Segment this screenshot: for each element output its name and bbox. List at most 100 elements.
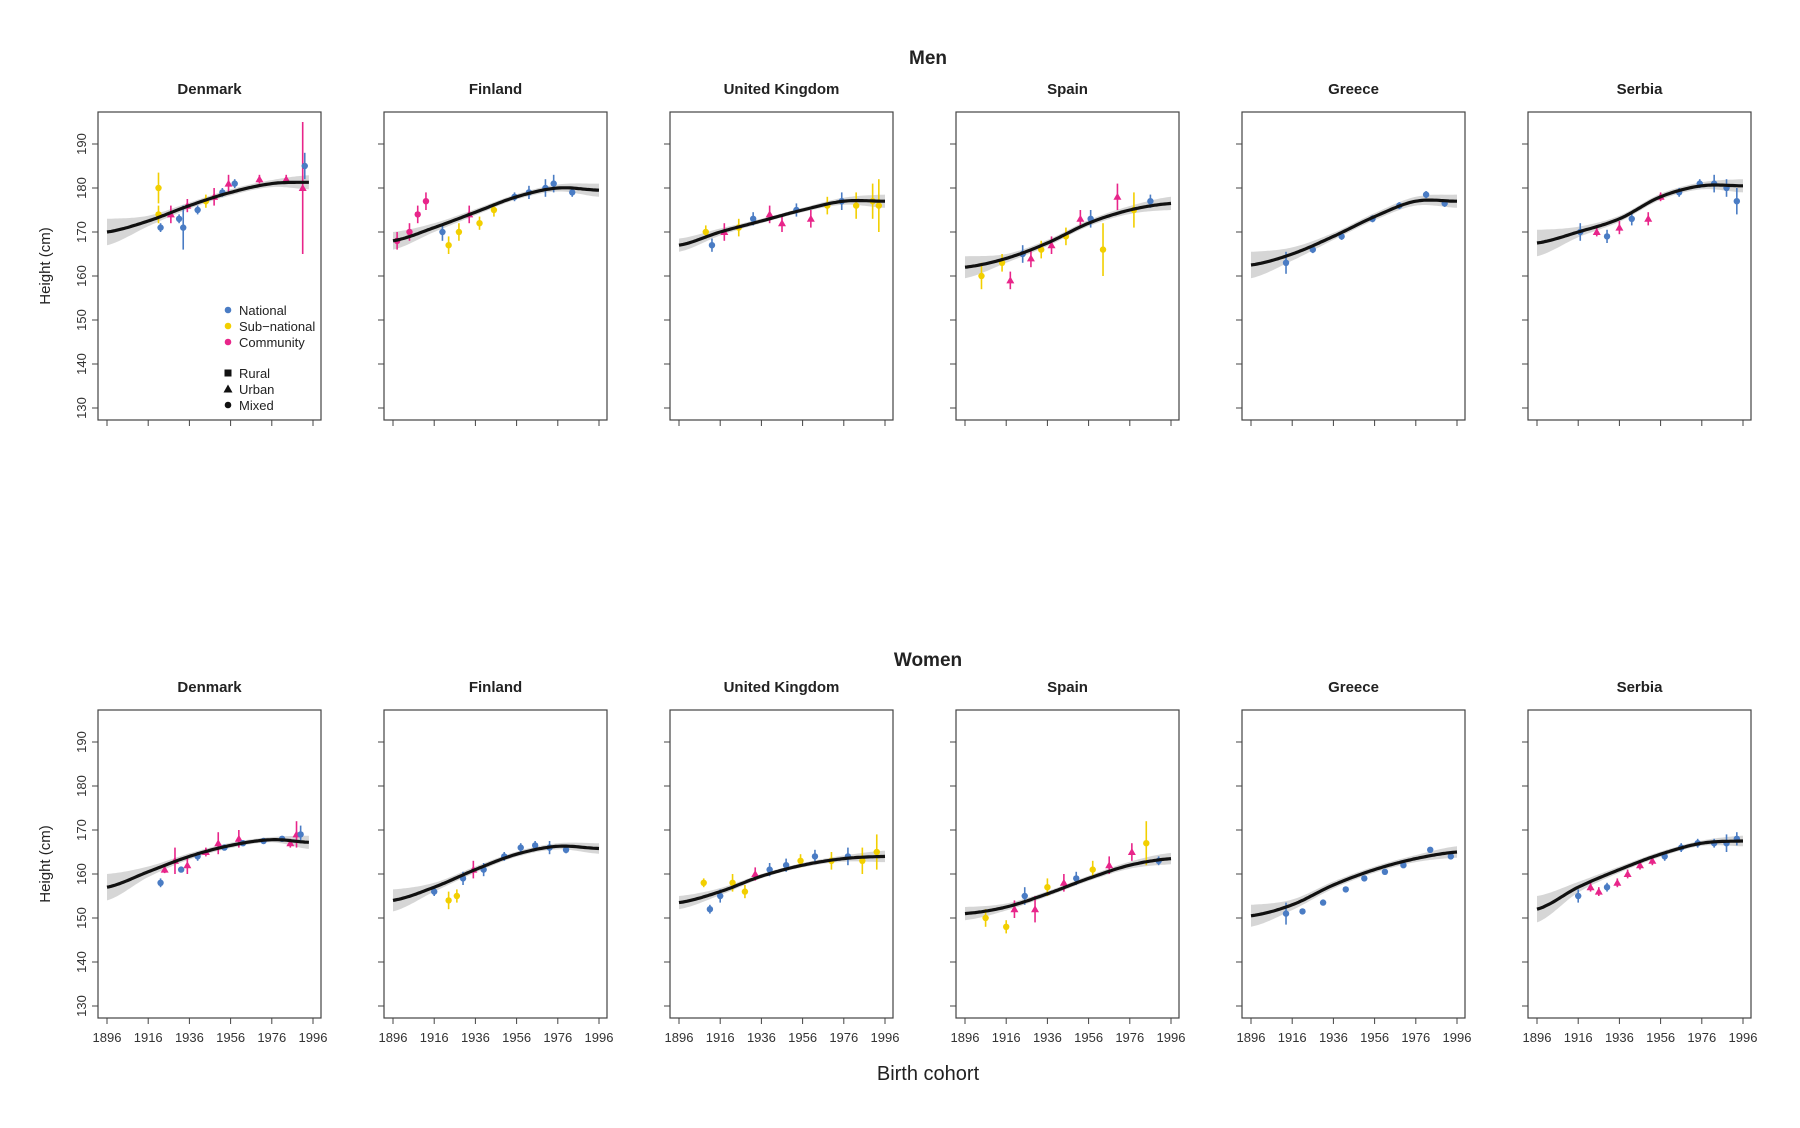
plot-area bbox=[964, 183, 1172, 290]
y-tick-label: 180 bbox=[74, 775, 89, 797]
data-point-mixed bbox=[157, 224, 164, 231]
panel-frame bbox=[669, 111, 894, 421]
trend-curve bbox=[1536, 839, 1743, 911]
trend-curve bbox=[106, 180, 309, 234]
data-point-mixed bbox=[700, 879, 707, 886]
panel-frame bbox=[383, 709, 608, 1019]
x-tick-label: 1896 bbox=[379, 1030, 408, 1045]
panel-title: Serbia bbox=[1617, 679, 1664, 696]
data-point-mixed bbox=[490, 206, 498, 214]
confidence-band bbox=[1251, 194, 1457, 279]
x-tick-label: 1976 bbox=[257, 1030, 286, 1045]
data-point-urban bbox=[1010, 905, 1019, 913]
data-point-mixed bbox=[550, 180, 557, 187]
data-point-mixed bbox=[1427, 846, 1434, 853]
x-tick-label: 1896 bbox=[93, 1030, 122, 1045]
panel-greece-women: Greece 1896 1916 1936 1956 1976 1996 bbox=[1236, 679, 1471, 1045]
data-point-mixed bbox=[749, 215, 757, 222]
data-point-mixed bbox=[873, 848, 880, 856]
panel-united-kingdom-women: United Kingdom 1896 1916 1936 1956 1976 1996 bbox=[664, 679, 899, 1045]
y-tick-label: 130 bbox=[74, 397, 89, 419]
confidence-band bbox=[965, 196, 1171, 279]
panel-serbia-women: Serbia 1896 1916 1936 1956 1976 1996 bbox=[1522, 679, 1757, 1045]
data-point-mixed bbox=[297, 831, 304, 838]
panel-title: Finland bbox=[469, 81, 522, 98]
panel-title: Finland bbox=[469, 679, 522, 696]
data-point-mixed bbox=[1044, 884, 1051, 891]
x-tick-label: 1956 bbox=[788, 1030, 817, 1045]
data-point-urban bbox=[160, 865, 169, 873]
panel-frame bbox=[1527, 709, 1752, 1019]
y-tick-label: 140 bbox=[74, 353, 89, 375]
legend-label: National bbox=[239, 303, 287, 318]
x-tick-label: 1996 bbox=[1443, 1030, 1472, 1045]
data-point-mixed bbox=[978, 272, 985, 280]
plot-area bbox=[678, 179, 885, 252]
panel-frame bbox=[1241, 111, 1466, 421]
panel-frame bbox=[97, 111, 322, 421]
data-point-urban bbox=[1592, 228, 1601, 235]
legend-triangle-icon bbox=[223, 384, 233, 393]
x-axis-label: Birth cohort bbox=[877, 1063, 980, 1085]
y-tick-label: 170 bbox=[74, 819, 89, 841]
x-tick-label: 1916 bbox=[420, 1030, 449, 1045]
data-point-mixed bbox=[301, 162, 308, 170]
x-tick-label: 1976 bbox=[1401, 1030, 1430, 1045]
y-tick-label: 170 bbox=[74, 221, 89, 243]
panel-frame bbox=[1527, 111, 1752, 421]
panel-title: Greece bbox=[1328, 81, 1379, 98]
data-point-mixed bbox=[859, 857, 866, 864]
data-point-mixed bbox=[1447, 853, 1455, 860]
x-tick-label: 1996 bbox=[871, 1030, 900, 1045]
data-point-urban bbox=[1594, 887, 1603, 895]
data-point-mixed bbox=[875, 202, 883, 209]
data-point-urban bbox=[765, 210, 774, 218]
x-tick-label: 1936 bbox=[175, 1030, 204, 1045]
y-tick-label: 140 bbox=[74, 951, 89, 973]
data-point-urban bbox=[1026, 254, 1035, 262]
x-tick-label: 1956 bbox=[1360, 1030, 1389, 1045]
x-tick-label: 1936 bbox=[1033, 1030, 1062, 1045]
data-point-urban bbox=[1006, 276, 1015, 284]
x-tick-label: 1916 bbox=[1278, 1030, 1307, 1045]
data-point-urban bbox=[806, 214, 815, 222]
panel-united-kingdom-men: United Kingdom bbox=[664, 81, 894, 426]
plot-area bbox=[392, 174, 600, 254]
panel-greece-men: Greece bbox=[1236, 81, 1466, 426]
data-point-mixed bbox=[194, 206, 201, 214]
data-point-urban bbox=[1059, 878, 1068, 886]
x-tick-label: 1976 bbox=[1115, 1030, 1144, 1045]
x-tick-label: 1916 bbox=[992, 1030, 1021, 1045]
plot-area bbox=[1536, 174, 1743, 257]
y-tick-label: 180 bbox=[74, 177, 89, 199]
data-point-mixed bbox=[708, 242, 716, 249]
data-point-mixed bbox=[811, 853, 819, 860]
data-point-urban bbox=[298, 184, 307, 191]
panel-title: United Kingdom bbox=[724, 81, 840, 98]
panel-title: Denmark bbox=[177, 81, 242, 98]
x-tick-label: 1976 bbox=[1687, 1030, 1716, 1045]
data-point-mixed bbox=[517, 844, 524, 851]
panel-serbia-men: Serbia bbox=[1522, 81, 1752, 426]
y-tick-label: 150 bbox=[74, 907, 89, 929]
row-title-women: Women bbox=[894, 650, 962, 671]
legend-circle-icon bbox=[224, 401, 232, 409]
data-point-mixed bbox=[782, 862, 790, 869]
data-point-urban bbox=[1031, 905, 1040, 913]
data-point-urban bbox=[282, 175, 291, 183]
y-tick-label: 190 bbox=[74, 731, 89, 753]
data-point-urban bbox=[224, 179, 233, 187]
data-point-mixed bbox=[1299, 908, 1306, 915]
data-point-mixed bbox=[455, 228, 463, 236]
plot-area bbox=[1250, 846, 1458, 927]
trend-curve bbox=[392, 844, 600, 902]
data-point-mixed bbox=[1422, 191, 1430, 198]
x-tick-label: 1996 bbox=[299, 1030, 328, 1045]
data-point-urban bbox=[1105, 861, 1114, 869]
confidence-band bbox=[393, 842, 599, 912]
data-point-mixed bbox=[175, 215, 183, 222]
data-point-mixed bbox=[1099, 246, 1107, 253]
data-point-mixed bbox=[729, 879, 736, 886]
